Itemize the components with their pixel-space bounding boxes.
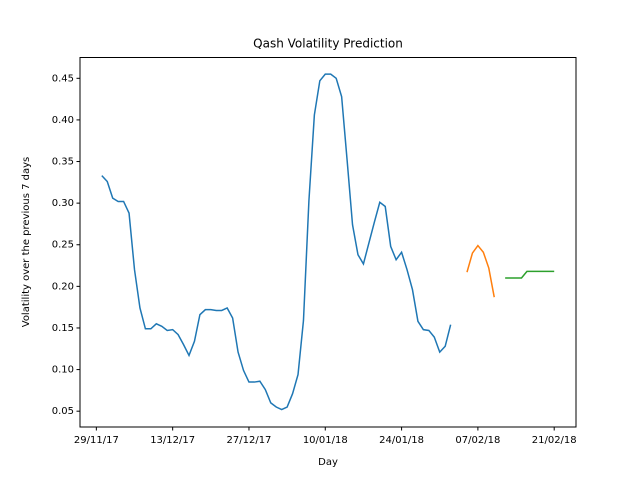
y-tick-label: 0.40 <box>52 115 74 126</box>
y-tick-label: 0.20 <box>52 281 74 292</box>
y-tick-label: 0.25 <box>52 240 74 251</box>
x-tick-label: 07/02/18 <box>455 435 500 446</box>
series-line <box>466 244 495 298</box>
x-tick-label: 10/01/18 <box>303 435 348 446</box>
y-tick-label: 0.35 <box>52 157 74 168</box>
y-tick-label: 0.05 <box>52 406 74 417</box>
y-axis-label: Volatility over the previous 7 days <box>21 157 32 328</box>
x-tick-label: 29/11/17 <box>74 435 119 446</box>
x-tick-label: 24/01/18 <box>379 435 424 446</box>
x-tick-label: 27/12/17 <box>227 435 272 446</box>
x-tick-label: 13/12/17 <box>150 435 195 446</box>
x-axis-label: Day <box>318 457 338 468</box>
series-line <box>101 73 452 411</box>
x-tick-label: 21/02/18 <box>532 435 577 446</box>
plot-frame <box>79 57 577 428</box>
y-tick-label: 0.45 <box>52 73 74 84</box>
y-tick-label: 0.30 <box>52 198 74 209</box>
chart-title: Qash Volatility Prediction <box>253 37 403 51</box>
y-tick-label: 0.10 <box>52 365 74 376</box>
y-tick-label: 0.15 <box>52 323 74 334</box>
series-line <box>505 270 555 279</box>
